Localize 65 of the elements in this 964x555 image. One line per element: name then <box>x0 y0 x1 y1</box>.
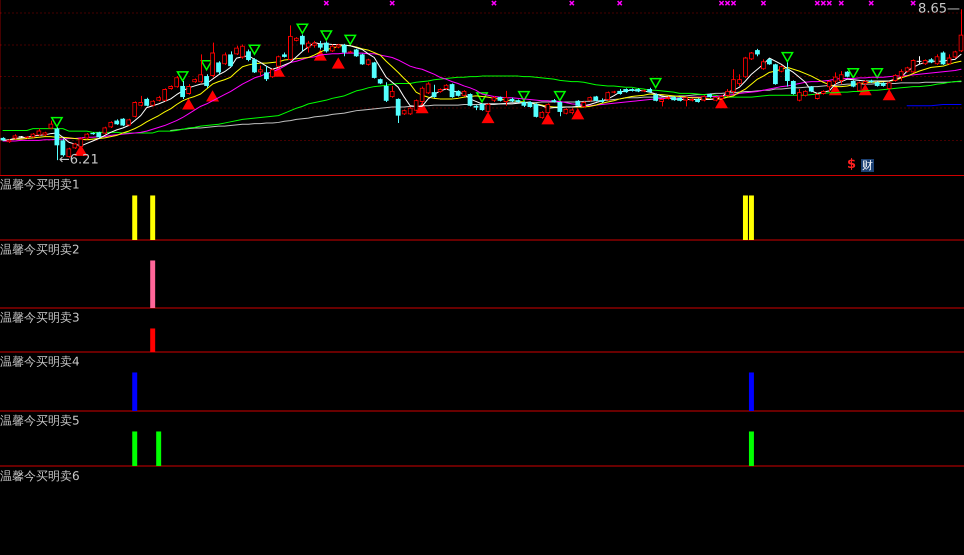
point <box>568 0 575 6</box>
point <box>323 0 330 6</box>
candlestick <box>790 80 796 96</box>
chart-title: 温馨今买明卖5 <box>0 413 80 428</box>
annotation: ←6.21 <box>58 152 99 168</box>
candlestick <box>396 98 401 124</box>
candlestick <box>743 56 748 78</box>
candlestick <box>504 90 508 106</box>
candlestick <box>761 58 766 70</box>
point <box>332 58 344 69</box>
chart-title: 温馨今买明卖2 <box>0 242 80 256</box>
candlestick <box>934 54 940 66</box>
candlestick <box>384 82 389 103</box>
point <box>482 112 494 124</box>
candlestick <box>198 54 203 84</box>
annotation: 8.65— <box>918 2 960 17</box>
point <box>820 0 826 6</box>
candlestick <box>216 60 221 75</box>
point <box>491 0 497 6</box>
candlestick <box>228 50 233 68</box>
text: 温馨今买明卖6 <box>0 469 80 483</box>
candlestick <box>186 84 192 96</box>
point <box>716 98 728 108</box>
point <box>910 0 916 6</box>
point <box>826 0 832 6</box>
point <box>206 90 219 102</box>
point <box>760 0 766 6</box>
candlestick <box>784 62 790 88</box>
candlestick <box>683 96 688 107</box>
point <box>182 98 195 110</box>
candlestick <box>258 65 263 77</box>
point <box>718 0 724 6</box>
candlestick <box>180 80 186 100</box>
point <box>572 108 584 120</box>
candlestick <box>731 68 736 94</box>
chart-title: 温馨今买明卖1 <box>0 177 80 192</box>
chart-title: 温馨今买明卖4 <box>0 354 80 368</box>
chart-title: 温馨今买明卖3 <box>0 310 80 324</box>
candlestick <box>342 43 347 57</box>
candlestick <box>605 91 610 102</box>
candlestick <box>300 34 305 52</box>
annotation: 财 <box>861 159 874 172</box>
annotation: $ <box>847 157 856 172</box>
candlestick <box>940 50 946 66</box>
point <box>814 0 820 6</box>
candlestick <box>432 84 436 98</box>
candlestick <box>372 61 377 80</box>
point <box>730 0 736 6</box>
point <box>838 0 844 6</box>
candlestick <box>264 66 269 82</box>
point <box>542 114 554 124</box>
candlestick <box>210 42 215 78</box>
candlestick <box>946 54 952 66</box>
candlestick <box>468 92 472 107</box>
point <box>389 0 396 6</box>
candlestick <box>240 44 245 60</box>
point <box>616 0 623 6</box>
candlestick <box>222 52 227 66</box>
candlestick <box>737 74 742 86</box>
point <box>883 90 896 100</box>
point <box>724 0 730 6</box>
point <box>868 0 874 6</box>
candlestick <box>557 100 562 117</box>
candlestick <box>772 63 778 86</box>
candlestick <box>204 74 209 88</box>
